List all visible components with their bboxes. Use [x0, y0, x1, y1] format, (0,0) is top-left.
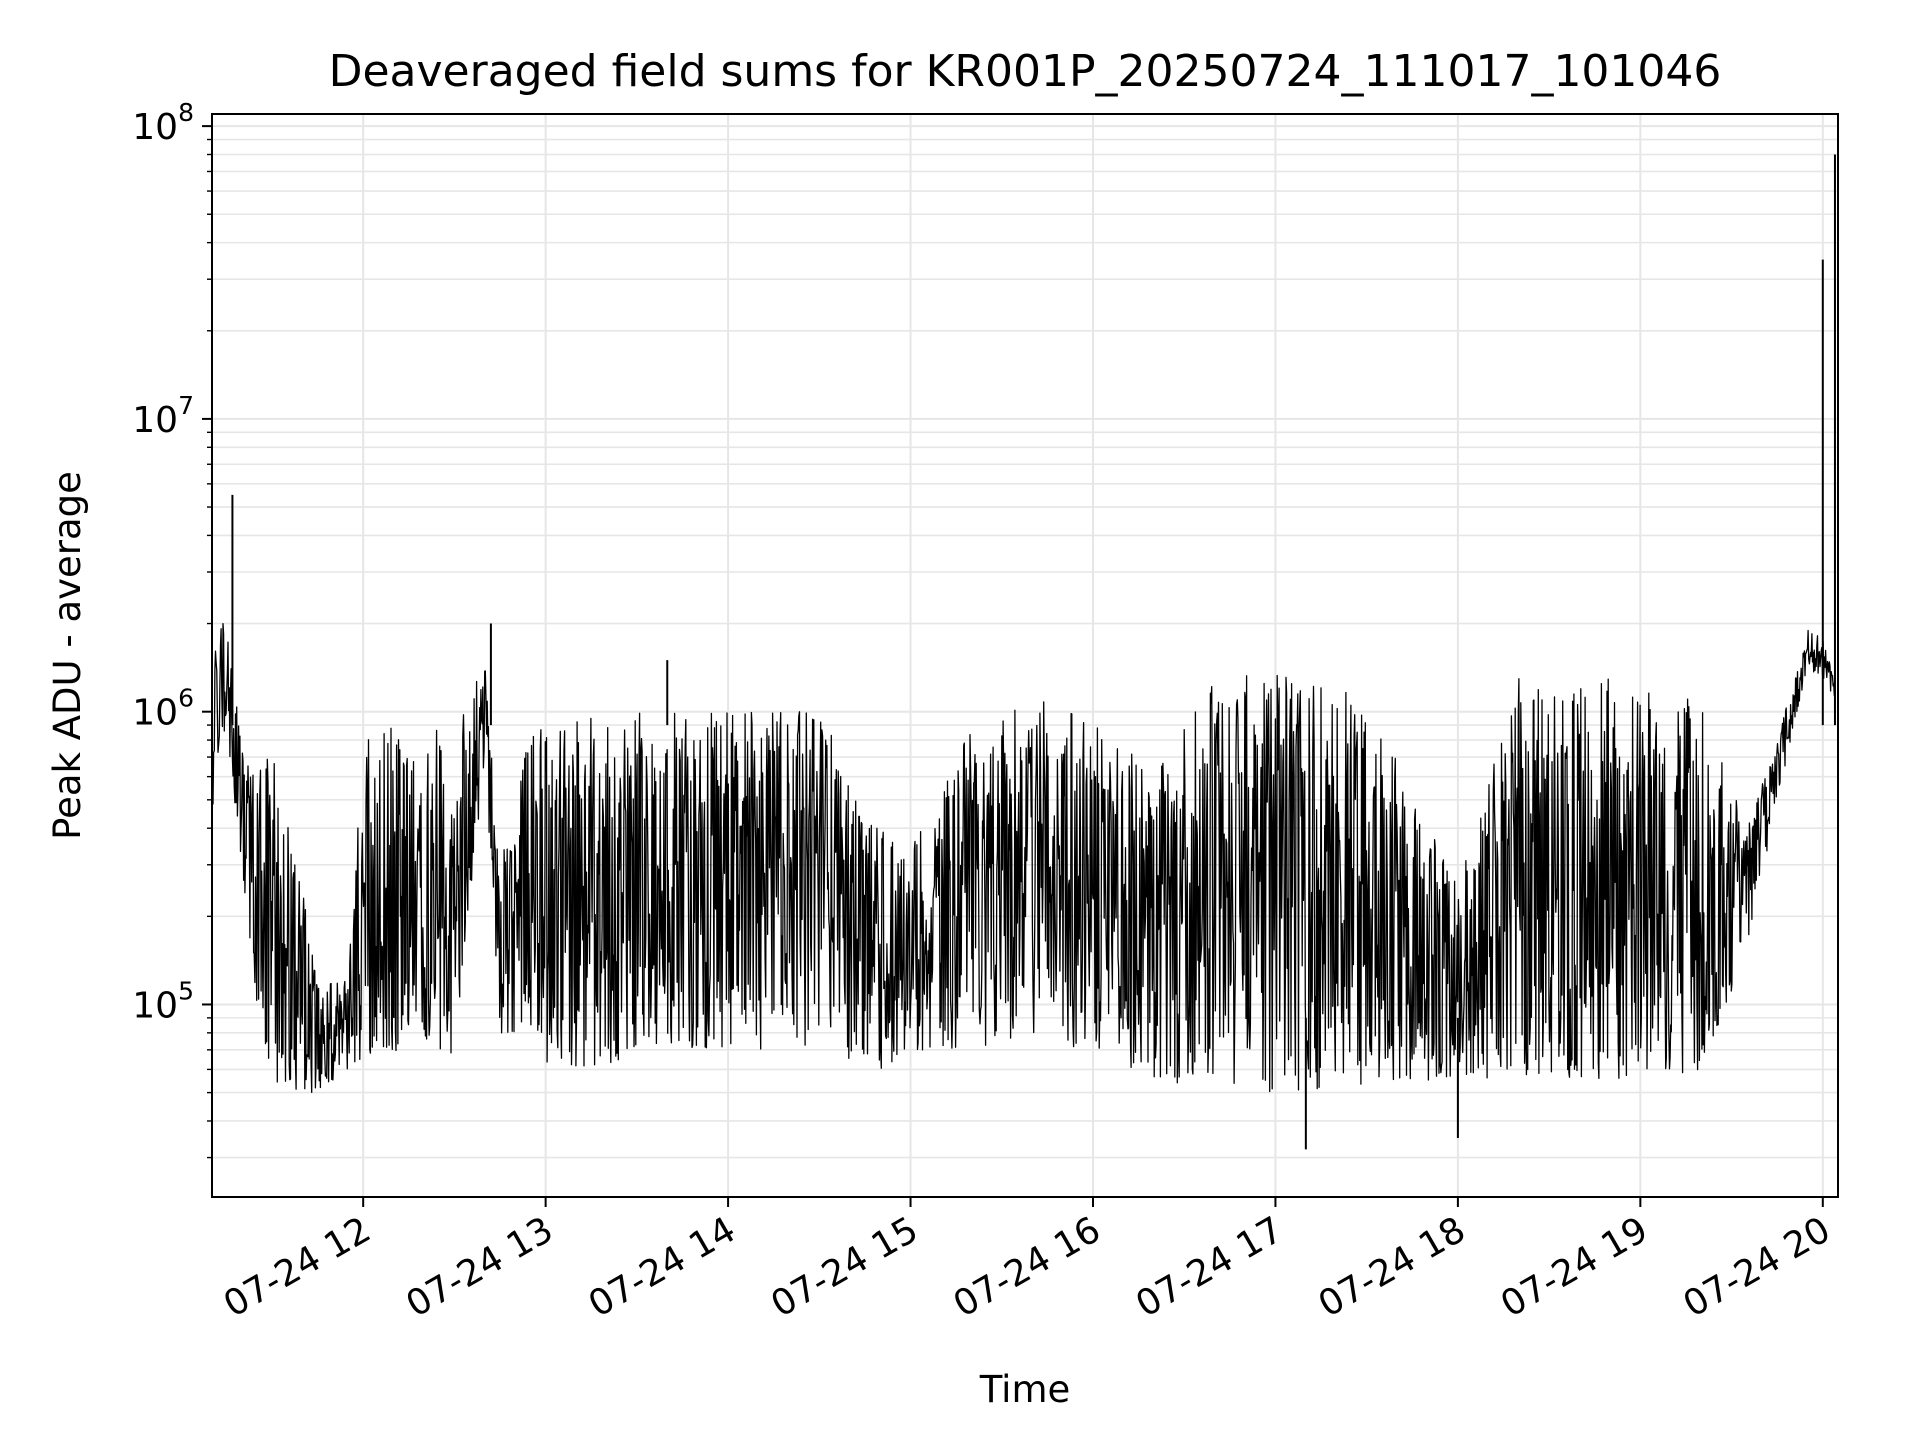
y-tick-base: 10 [132, 985, 178, 1026]
y-tick-base: 10 [132, 693, 178, 734]
plot-frame [211, 113, 1839, 1198]
y-tick-exponent: 7 [178, 391, 194, 420]
series-line [212, 622, 1836, 1094]
y-tick-exponent: 5 [178, 976, 194, 1005]
y-tick-label: 105 [132, 976, 194, 1026]
chart-title: Deaveraged field sums for KR001P_2025072… [329, 46, 1722, 97]
plot-background [212, 114, 1838, 1197]
y-tick-base: 10 [132, 400, 178, 441]
y-tick-label: 106 [132, 684, 194, 734]
y-tick-exponent: 6 [178, 684, 194, 713]
x-axis-label: Time [979, 1368, 1071, 1411]
series-layer [212, 154, 1836, 1150]
y-tick-base: 10 [132, 107, 178, 148]
y-tick-label: 107 [132, 391, 194, 441]
y-tick-label: 108 [132, 98, 194, 148]
y-axis-label: Peak ADU - average [46, 471, 89, 840]
y-tick-exponent: 8 [178, 98, 194, 127]
